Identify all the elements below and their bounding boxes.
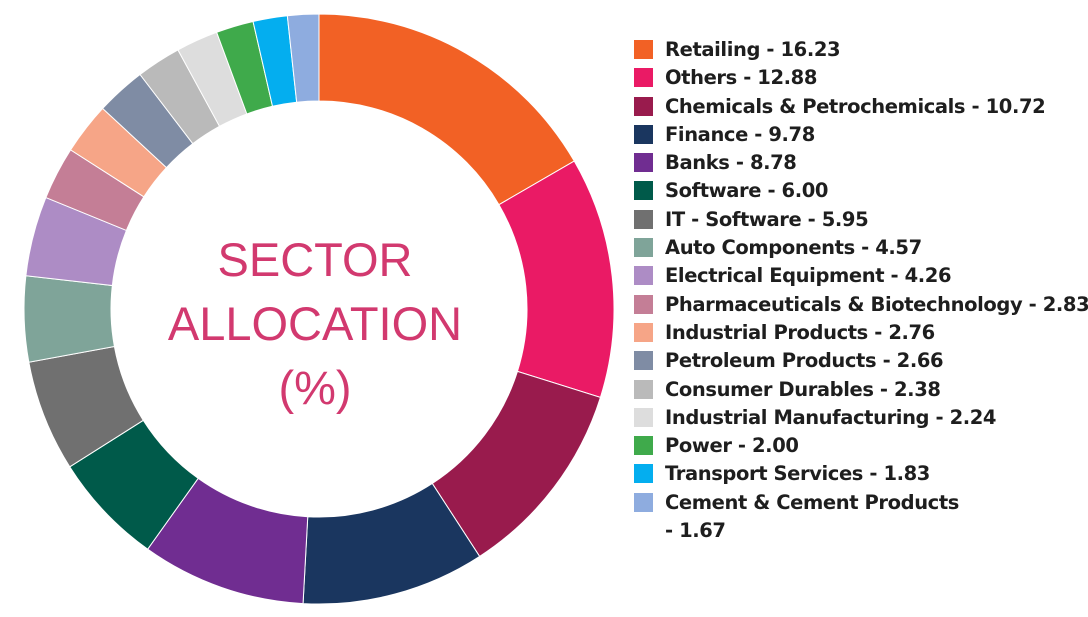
legend-swatch <box>634 351 653 371</box>
legend-label: Electrical Equipment - 4.26 <box>665 264 952 288</box>
legend-label: Industrial Products - 2.76 <box>665 320 935 344</box>
legend-label: Others - 12.88 <box>665 66 817 90</box>
legend-swatch <box>634 464 653 484</box>
legend-label: Pharmaceuticals & Biotechnology - 2.83 <box>665 292 1088 316</box>
legend-item: Pharmaceuticals & Biotechnology - 2.83 <box>634 291 1088 319</box>
legend-item: Electrical Equipment - 4.26 <box>634 262 1074 290</box>
legend-label: Transport Services - 1.83 <box>665 462 930 486</box>
legend-swatch <box>634 436 653 456</box>
donut-slice <box>23 275 115 363</box>
legend-item: Finance - 9.78 <box>634 121 1074 149</box>
legend-label: Power - 2.00 <box>665 434 799 458</box>
legend-label: Retailing - 16.23 <box>665 38 841 61</box>
legend-swatch <box>634 407 653 427</box>
legend-item: Retailing - 16.23 <box>634 36 1074 64</box>
legend-item: Transport Services - 1.83 <box>634 460 1074 488</box>
chart-legend: Retailing - 16.23 Others - 12.88 Chemicals… <box>634 36 1088 546</box>
legend-item: Industrial Manufacturing - 2.24 <box>634 404 1074 432</box>
legend-swatch <box>634 181 653 201</box>
legend-item: Cement & Cement Products - 1.67 <box>634 489 965 546</box>
donut-slice <box>286 13 320 103</box>
legend-label: Software - 6.00 <box>665 179 829 203</box>
legend-swatch <box>634 209 653 229</box>
legend-label: Chemicals & Petrochemicals - 10.72 <box>665 94 1046 118</box>
legend-item: Banks - 8.78 <box>634 149 1074 177</box>
legend-swatch <box>634 492 653 512</box>
legend-label: Banks - 8.78 <box>665 151 797 175</box>
legend-swatch <box>634 322 653 342</box>
legend-item: Petroleum Products - 2.66 <box>634 347 1074 375</box>
donut-slice <box>318 13 575 206</box>
legend-item: Industrial Products - 2.76 <box>634 319 1074 347</box>
legend-label: Finance - 9.78 <box>665 122 815 146</box>
legend-item: IT - Software - 5.95 <box>634 206 1074 234</box>
chart-title-line-1: SECTOR <box>217 233 413 286</box>
legend-label: Petroleum Products - 2.66 <box>665 349 944 373</box>
legend-swatch <box>634 124 653 144</box>
legend-swatch <box>634 379 653 399</box>
donut-chart <box>23 13 615 605</box>
legend-swatch <box>634 238 653 258</box>
legend-swatch <box>634 266 653 286</box>
legend-label: Consumer Durables - 2.38 <box>665 377 941 401</box>
legend-label: Industrial Manufacturing - 2.24 <box>665 405 997 429</box>
legend-item: Auto Components - 4.57 <box>634 234 1074 262</box>
legend-label: Cement & Cement Products - 1.67 <box>665 490 959 543</box>
legend-label: Auto Components - 4.57 <box>665 236 922 260</box>
legend-swatch <box>634 40 653 59</box>
legend-item: Others - 12.88 <box>634 64 1074 92</box>
legend-swatch <box>634 96 653 116</box>
chart-title: SECTOR ALLOCATION (%) <box>160 228 470 420</box>
chart-title-line-2: ALLOCATION <box>167 297 463 350</box>
legend-item: Power - 2.00 <box>634 432 1074 460</box>
legend-label: IT - Software - 5.95 <box>665 207 869 231</box>
donut-slice <box>498 160 615 399</box>
legend-item: Software - 6.00 <box>634 177 1074 205</box>
legend-swatch <box>634 153 653 173</box>
chart-title-line-3: (%) <box>278 361 352 414</box>
sector-allocation-chart: SECTOR ALLOCATION (%) <box>23 13 615 605</box>
legend-swatch <box>634 68 653 88</box>
legend-item: Chemicals & Petrochemicals - 10.72 <box>634 93 1074 121</box>
legend-item: Consumer Durables - 2.38 <box>634 376 1074 404</box>
legend-swatch <box>634 294 653 314</box>
